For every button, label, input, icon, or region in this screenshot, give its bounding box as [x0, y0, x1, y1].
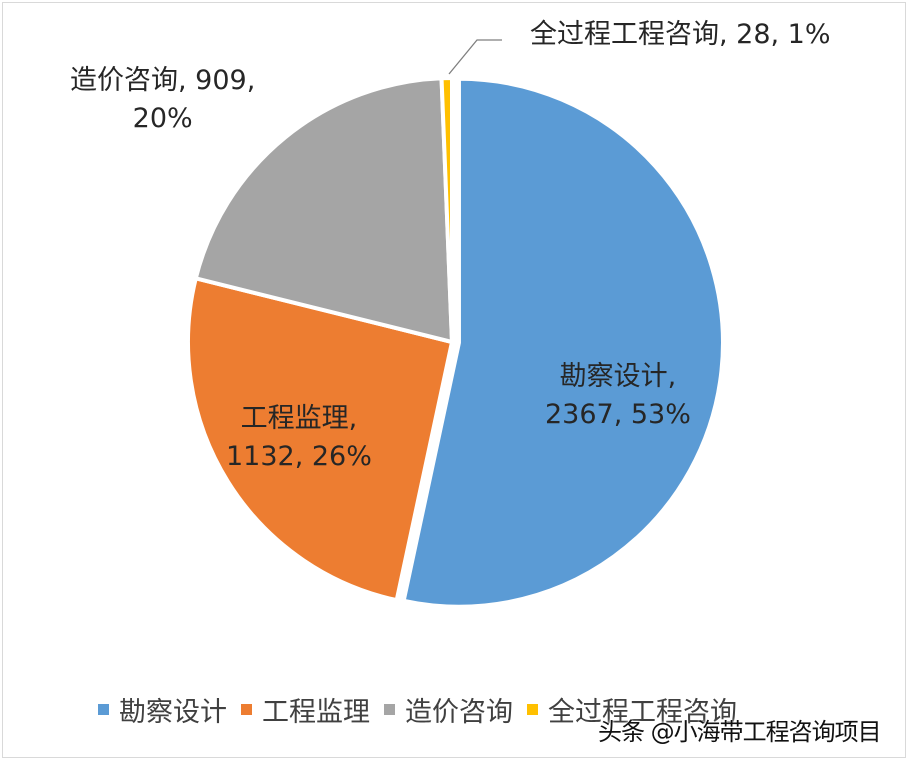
slice-zaojia [193, 76, 454, 344]
data-label-jianli: 工程监理, 1132, 26% [226, 400, 372, 476]
slice-kancha [401, 76, 725, 609]
watermark: 头条 @小海带工程咨询项目 [598, 718, 882, 746]
legend-swatch-yellow [527, 704, 538, 715]
data-label-zaojia-line2: 20% [132, 103, 193, 134]
legend-item-zaojia: 造价咨询 [384, 690, 513, 729]
legend-label: 造价咨询 [405, 697, 513, 728]
data-label-kancha-line2: 2367, 53% [545, 399, 691, 430]
legend-label: 全过程工程咨询 [548, 697, 737, 728]
legend-label: 工程监理 [262, 697, 370, 728]
slice-quanguocheng [439, 76, 454, 344]
data-label-kancha-line1: 勘察设计, [559, 361, 677, 392]
data-label-zaojia: 造价咨询, 909, 20% [70, 62, 255, 138]
data-label-kancha: 勘察设计, 2367, 53% [545, 358, 691, 434]
leader-line [448, 39, 502, 75]
slice-jianli [186, 276, 454, 603]
data-label-jianli-line2: 1132, 26% [226, 441, 372, 472]
data-label-jianli-line1: 工程监理, [240, 403, 358, 434]
legend-swatch-blue [98, 704, 109, 715]
legend-item-kancha: 勘察设计 [98, 690, 227, 729]
legend-swatch-orange [241, 704, 252, 715]
legend-label: 勘察设计 [119, 697, 227, 728]
legend-swatch-gray [384, 704, 395, 715]
legend-item-jianli: 工程监理 [241, 690, 370, 729]
data-label-quanguocheng-line1: 全过程工程咨询, 28, 1% [530, 19, 831, 50]
legend-item-quanguocheng: 全过程工程咨询 [527, 690, 737, 729]
data-label-quanguocheng: 全过程工程咨询, 28, 1% [530, 16, 831, 54]
chart-legend: 勘察设计 工程监理 造价咨询 全过程工程咨询 [98, 690, 751, 729]
data-label-zaojia-line1: 造价咨询, 909, [70, 65, 256, 96]
